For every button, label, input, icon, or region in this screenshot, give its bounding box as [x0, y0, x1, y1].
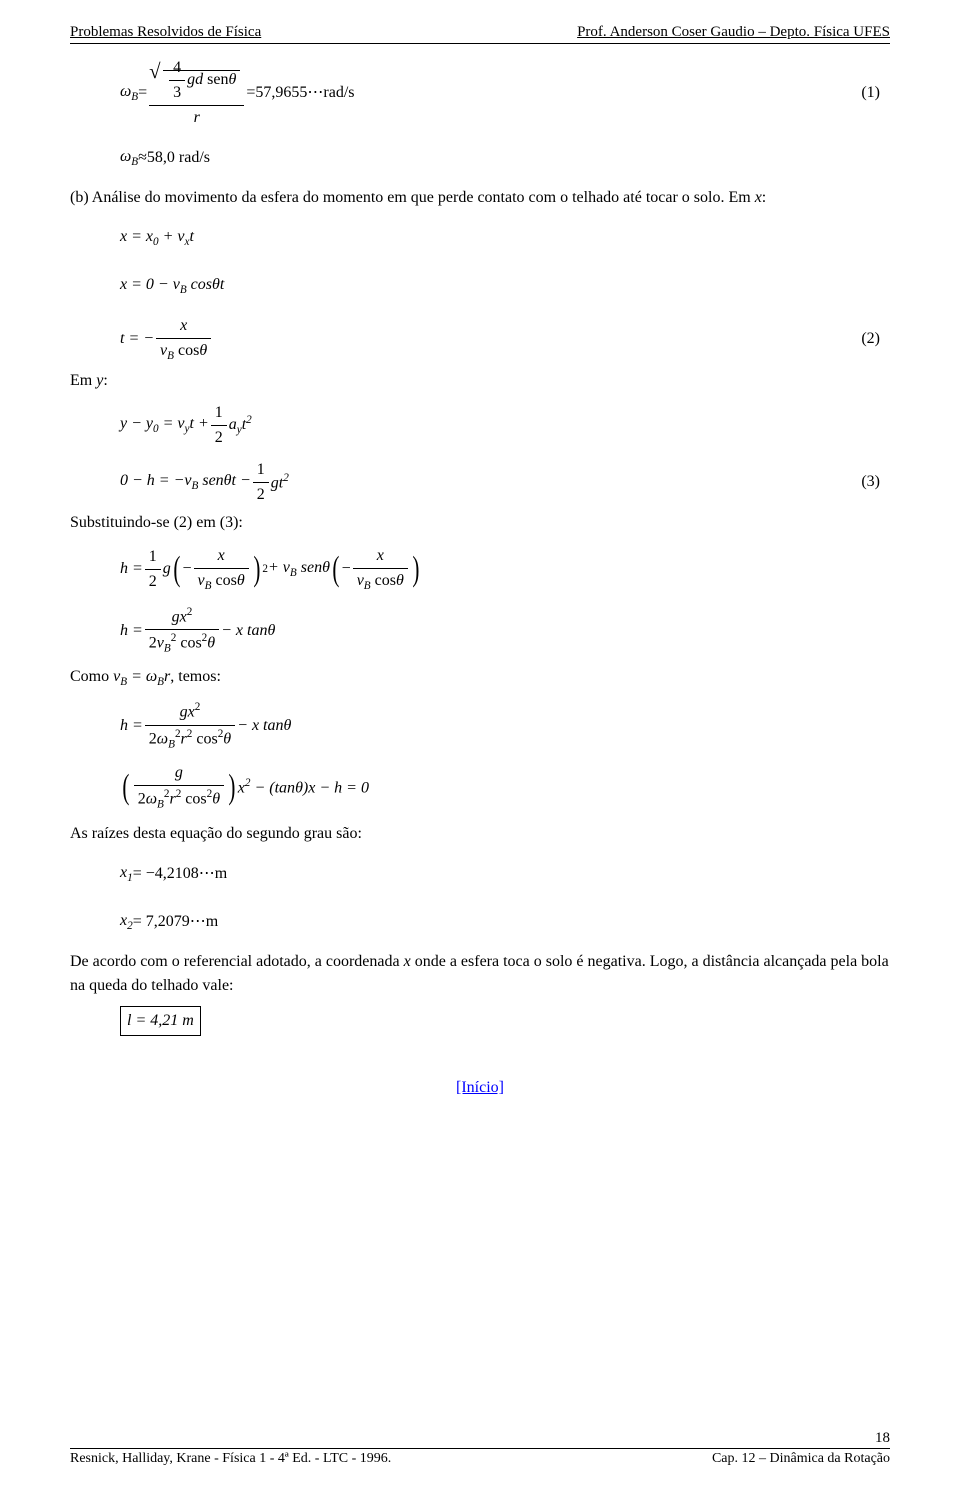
x1-unit: m: [215, 862, 227, 886]
eq-x2-root: x2 = 7,2079 ⋯ m: [70, 902, 890, 942]
page-number: 18: [875, 1430, 890, 1447]
para-b-x: x: [755, 189, 762, 206]
eq-y1: y − y0 = vyt + 12 ayt2: [70, 401, 890, 450]
subst-text: Substituindo-se (2) em (3):: [70, 511, 890, 535]
eq3-number: (3): [861, 470, 890, 494]
paragraph-b: (b) Análise do movimento da esfera do mo…: [70, 186, 890, 210]
eq-quad: ( g 2ωB2r2 cos2θ ) x2 − (tanθ)x − h = 0: [70, 761, 890, 814]
equation-2: t = − x vB cosθ (2): [70, 314, 890, 365]
raizes-text: As raízes desta equação do segundo grau …: [70, 822, 890, 846]
acordo-1: De acordo com o referencial adotado, a c…: [70, 953, 404, 970]
eq2-number: (2): [861, 327, 890, 351]
eq1-value: 57,9655: [255, 81, 307, 105]
acordo-text: De acordo com o referencial adotado, a c…: [70, 950, 890, 998]
header-left: Problemas Resolvidos de Física: [70, 24, 261, 41]
page-header: Problemas Resolvidos de Física Prof. And…: [70, 0, 890, 44]
boxed-value: l = 4,21 m: [127, 1012, 194, 1029]
equation-3: 0 − h = −vB senθt − 12 gt2 (3): [70, 458, 890, 507]
em-y-colon: :: [103, 372, 107, 389]
header-right: Prof. Anderson Coser Gaudio – Depto. Fís…: [577, 24, 890, 41]
acordo-x: x: [404, 953, 411, 970]
main-content: ωB = 43gd senθ r = 57,9655 ⋯ rad/s (1) ω…: [70, 44, 890, 1100]
x2-unit: m: [206, 910, 218, 934]
page-footer: Resnick, Halliday, Krane - Física 1 - 4ª…: [70, 1448, 890, 1467]
como-label: Como: [70, 668, 113, 685]
inicio-link[interactable]: [Início]: [70, 1076, 890, 1100]
eq-h1: h = 12 g ( − xvB cosθ )2 + vB senθ ( − x…: [70, 543, 890, 596]
equation-1b: ωB ≈ 58,0 rad/s: [70, 138, 890, 178]
eq1-number: (1): [861, 81, 890, 105]
eq1b-value: 58,0 rad/s: [147, 146, 210, 170]
eq1-unit: rad/s: [323, 81, 354, 105]
x1-value: = −4,2108: [133, 862, 199, 886]
em-y-label: Em y:: [70, 369, 890, 393]
eq-x1-root: x1 = −4,2108 ⋯ m: [70, 854, 890, 894]
como-text: Como vB = ωBr, temos:: [70, 665, 890, 691]
em-y-text: Em: [70, 372, 96, 389]
eq-x1: x = x0 + vxt: [70, 218, 890, 258]
para-b-colon: :: [762, 189, 766, 206]
eq-h3: h = gx2 2ωB2r2 cos2θ − x tanθ: [70, 699, 890, 753]
boxed-result: l = 4,21 m: [70, 1006, 890, 1036]
eq-x2: x = 0 − vB cosθt: [70, 266, 890, 306]
footer-center: Cap. 12 – Dinâmica da Rotação: [712, 1451, 890, 1467]
x2-value: = 7,2079: [133, 910, 190, 934]
footer-left: Resnick, Halliday, Krane - Física 1 - 4ª…: [70, 1451, 391, 1467]
para-b-text: (b) Análise do movimento da esfera do mo…: [70, 189, 755, 206]
equation-1: ωB = 43gd senθ r = 57,9655 ⋯ rad/s (1): [70, 56, 890, 130]
eq-h2: h = gx2 2vB2 cos2θ − x tanθ: [70, 604, 890, 658]
como-rest: , temos:: [170, 668, 221, 685]
